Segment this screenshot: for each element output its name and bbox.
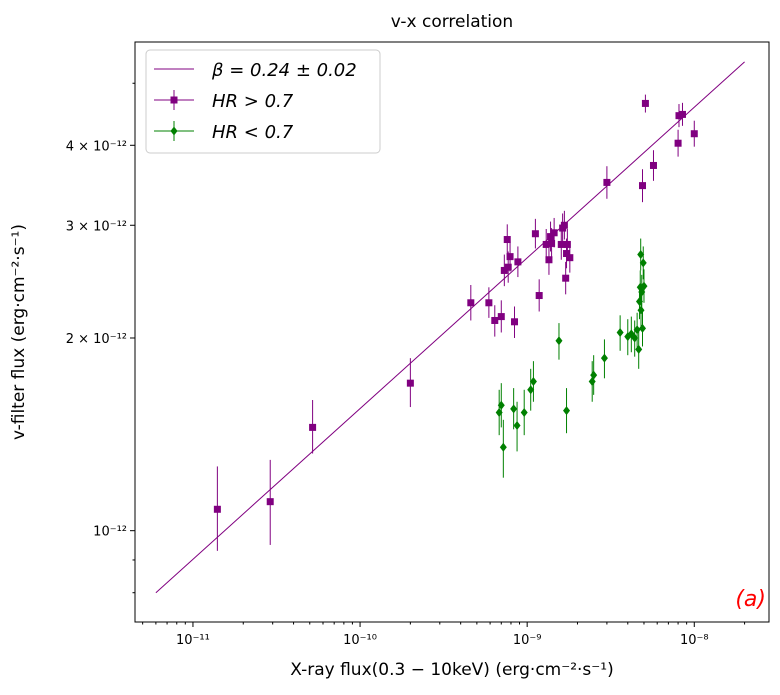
- hr-high-point-3: [406, 379, 414, 387]
- series-hr-low: [495, 238, 648, 478]
- hr-low-point-24: [639, 323, 647, 333]
- hr-low-point-17: [633, 325, 641, 335]
- hr-low-point-11: [590, 370, 598, 380]
- hr-low-point-1: [497, 400, 505, 410]
- hr-high-point-7: [497, 313, 505, 321]
- hr-high-point-17: [545, 256, 553, 264]
- hr-high-point-5: [485, 299, 493, 307]
- hr-low-point-0: [495, 407, 503, 417]
- hr-high-point-24: [562, 274, 570, 282]
- hr-high-point-28: [603, 178, 611, 186]
- series-hr-high: [213, 94, 698, 551]
- hr-high-point-27: [566, 254, 574, 262]
- hr-high-point-13: [514, 258, 522, 266]
- hr-high-point-32: [674, 139, 682, 147]
- y-axis-label: v-filter flux (erg·cm⁻²·s⁻¹): [9, 224, 29, 440]
- hr-high-point-11: [506, 253, 514, 261]
- legend-hr-high-marker: [170, 96, 178, 104]
- hr-high-point-20: [550, 229, 558, 237]
- y-tick-label: 4 × 10⁻¹²: [66, 139, 127, 154]
- x-tick-label: 10⁻¹¹: [176, 633, 210, 648]
- hr-low-point-6: [527, 385, 535, 395]
- legend-fit-line-label: β = 0.24 ± 0.02: [211, 60, 357, 81]
- hr-low-point-5: [520, 407, 528, 417]
- hr-low-point-3: [510, 404, 518, 414]
- hr-high-point-19: [548, 239, 556, 247]
- hr-high-point-29: [639, 182, 647, 190]
- hr-low-point-12: [600, 353, 608, 363]
- hr-high-point-15: [535, 292, 543, 300]
- plot-marks: [155, 61, 745, 594]
- plot-frame: [134, 41, 770, 623]
- hr-high-point-6: [491, 316, 499, 324]
- hr-high-point-18: [547, 233, 555, 241]
- y-tick-label: 2 × 10⁻¹²: [66, 332, 127, 347]
- hr-high-point-34: [678, 110, 686, 118]
- x-tick-label: 10⁻⁹: [513, 633, 542, 648]
- y-tick-label: 10⁻¹²: [93, 525, 127, 540]
- hr-high-point-9: [503, 236, 511, 244]
- x-tick-label: 10⁻¹⁰: [343, 633, 377, 648]
- y-tick-label: 3 × 10⁻¹²: [66, 219, 127, 234]
- legend-hr-low-label: HR < 0.7: [212, 122, 294, 143]
- hr-low-point-22: [637, 305, 645, 315]
- legend-hr-high-label: HR > 0.7: [212, 91, 294, 112]
- hr-low-point-25: [639, 258, 647, 268]
- hr-high-point-30: [641, 99, 649, 107]
- legend-hr-low-marker: [170, 126, 178, 136]
- hr-high-point-31: [649, 161, 657, 169]
- hr-low-point-4: [513, 420, 521, 430]
- hr-high-point-10: [504, 263, 512, 271]
- hr-high-point-21: [557, 240, 565, 248]
- hr-low-point-21: [637, 250, 645, 260]
- hr-high-point-35: [690, 130, 698, 138]
- hr-low-point-8: [555, 336, 563, 346]
- hr-high-point-16: [542, 240, 550, 248]
- hr-low-point-2: [499, 442, 507, 452]
- hr-low-point-13: [616, 327, 624, 337]
- hr-high-point-4: [467, 299, 475, 307]
- hr-high-point-12: [511, 318, 519, 326]
- chart-title: v-x correlation: [391, 12, 513, 32]
- hr-low-point-10: [588, 377, 596, 387]
- hr-high-point-8: [500, 266, 508, 274]
- hr-low-point-18: [635, 344, 643, 354]
- y-axis: 10⁻¹² 2 × 10⁻¹² 3 × 10⁻¹² 4 × 10⁻¹²: [66, 82, 135, 594]
- x-axis-label: X-ray flux(0.3 − 10keV) (erg·cm⁻²·s⁻¹): [290, 660, 613, 680]
- x-tick-label: 10⁻⁸: [680, 633, 709, 648]
- hr-low-point-16: [631, 333, 639, 343]
- x-axis: 10⁻¹¹ 10⁻¹⁰ 10⁻⁹ 10⁻⁸: [142, 622, 746, 648]
- hr-low-point-19: [635, 297, 643, 307]
- hr-high-point-25: [563, 250, 571, 258]
- legend: β = 0.24 ± 0.02 HR > 0.7 HR < 0.7: [145, 49, 381, 154]
- panel-tag: (a): [735, 587, 766, 612]
- fit-line: [155, 61, 745, 594]
- legend-box: [145, 49, 381, 154]
- hr-high-point-23: [560, 221, 568, 229]
- hr-high-point-2: [309, 423, 317, 431]
- hr-high-point-1: [266, 498, 274, 506]
- hr-high-point-26: [563, 240, 571, 248]
- hr-low-point-7: [529, 377, 537, 387]
- hr-high-point-0: [213, 505, 221, 513]
- hr-low-point-9: [563, 406, 571, 416]
- hr-low-point-26: [640, 281, 648, 291]
- hr-high-point-14: [531, 230, 539, 238]
